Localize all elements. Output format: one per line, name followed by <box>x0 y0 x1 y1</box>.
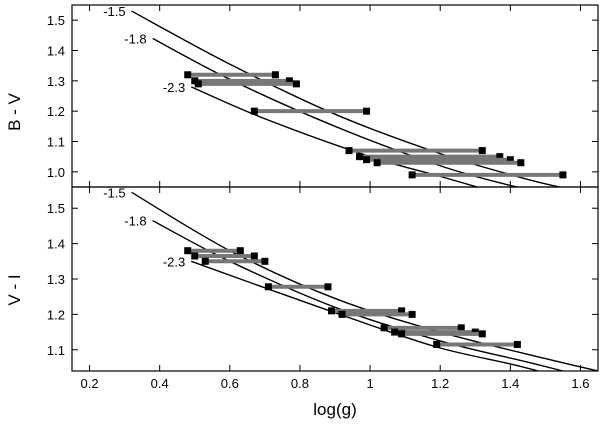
series-line <box>131 10 563 187</box>
range-marker <box>391 328 399 336</box>
series-label: -1.5 <box>103 185 125 200</box>
series-label: -1.5 <box>103 4 125 19</box>
range-marker <box>327 307 335 315</box>
range-marker <box>517 159 525 167</box>
range-marker <box>356 153 364 161</box>
range-marker <box>496 153 504 161</box>
range-marker <box>250 107 258 115</box>
range-marker <box>201 257 209 265</box>
range-marker <box>398 330 406 338</box>
y-tick-label: 1.2 <box>47 307 65 322</box>
range-marker <box>380 324 388 332</box>
y-tick-label: 1.1 <box>47 135 65 150</box>
range-marker <box>506 156 514 164</box>
range-marker <box>191 252 199 260</box>
x-tick-label: 0.4 <box>151 376 169 391</box>
y-tick-label: 1.3 <box>47 74 65 89</box>
x-tick-label: 0.2 <box>80 376 98 391</box>
range-marker <box>513 340 521 348</box>
range-marker <box>285 77 293 85</box>
series-label: -1.8 <box>124 31 146 46</box>
y-axis-label: V - I <box>5 274 24 305</box>
y-tick-label: 1.1 <box>47 343 65 358</box>
x-tick-label: 1.4 <box>501 376 519 391</box>
range-marker <box>373 159 381 167</box>
panel-vi: 1.1 1.2 1.3 1.4 1.5 0.2 0.4 0.6 0.8 1 1.2 1.4 1.6 V -… <box>5 185 599 391</box>
series-label: -2.3 <box>163 80 185 95</box>
range-marker <box>184 247 192 255</box>
range-marker <box>478 147 486 155</box>
range-marker <box>324 283 332 291</box>
x-tick-label: 0.6 <box>221 376 239 391</box>
range-marker <box>292 80 300 88</box>
series-line <box>152 37 520 187</box>
range-marker <box>271 71 279 79</box>
y-tick-label: 1.5 <box>47 201 65 216</box>
y-tick-label: 1.2 <box>47 104 65 119</box>
x-tick-label: 1.6 <box>571 376 589 391</box>
x-tick-label: 0.8 <box>291 376 309 391</box>
range-marker <box>264 283 272 291</box>
y-tick-label: 1.3 <box>47 272 65 287</box>
y-tick-label: 1.5 <box>47 13 65 28</box>
range-marker <box>338 310 346 318</box>
y-tick-label: 1.0 <box>47 165 65 180</box>
range-marker <box>250 252 258 260</box>
panel-bv: 1.0 1.1 1.2 1.3 1.4 1.5 B - V -1.5 -1.8 -2.3 <box>5 4 599 188</box>
range-marker <box>191 77 199 85</box>
y-tick-label: 1.4 <box>47 44 65 59</box>
range-marker <box>559 171 567 179</box>
range-marker <box>194 80 202 88</box>
x-tick-label: 1.2 <box>431 376 449 391</box>
series-label: -2.3 <box>163 254 185 269</box>
plot-area <box>131 10 567 187</box>
range-marker <box>345 147 353 155</box>
range-marker <box>478 330 486 338</box>
range-marker <box>261 257 269 265</box>
range-marker <box>408 310 416 318</box>
range-marker <box>398 307 406 315</box>
range-marker <box>236 247 244 255</box>
range-marker <box>433 340 441 348</box>
series-label: -1.8 <box>124 214 146 229</box>
y-tick-label: 1.4 <box>47 237 65 252</box>
plot-area <box>131 191 598 371</box>
series-line <box>131 191 598 371</box>
range-marker <box>457 324 465 332</box>
range-marker <box>363 107 371 115</box>
range-marker <box>363 156 371 164</box>
range-marker <box>184 71 192 79</box>
x-tick-label: 1 <box>366 376 373 391</box>
y-axis-label: B - V <box>5 92 24 130</box>
x-axis-label: log(g) <box>313 400 356 419</box>
range-marker <box>408 171 416 179</box>
